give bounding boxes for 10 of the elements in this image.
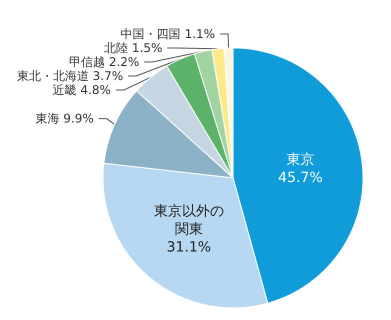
slice-label: 東海 9.9% [35,112,94,126]
slice-label: 東京 [286,152,314,168]
slice-label: 東北・北海道 3.7% [16,69,124,84]
slice-label: 中国・四国 1.1% [120,27,216,42]
slice-label: 東京以外の関東 [154,204,224,238]
slice-label: 北陸 1.5% [104,41,162,56]
slice-label: 甲信越 2.2% [69,55,140,70]
slice-label: 近畿 4.8% [52,83,111,98]
data-label: 45.7% [278,170,323,186]
data-label: 31.1% [166,240,212,256]
